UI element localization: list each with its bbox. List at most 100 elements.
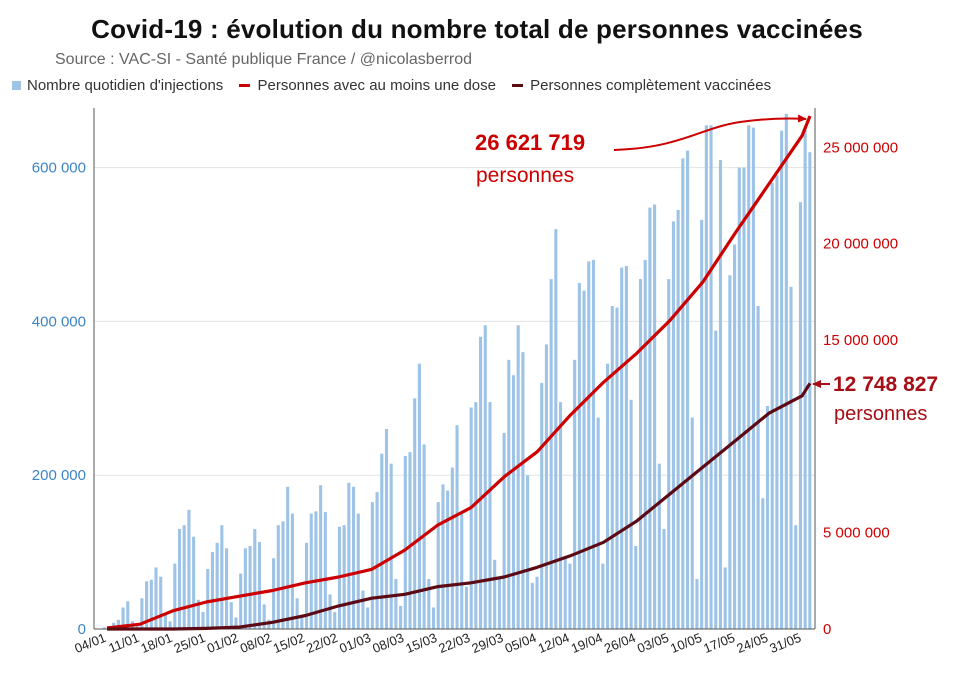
bar	[413, 398, 417, 629]
bar	[394, 579, 398, 629]
y-right-tick-label: 5 000 000	[823, 525, 890, 542]
bar	[328, 594, 332, 629]
x-tick-label: 25/01	[172, 630, 208, 656]
bar	[380, 453, 384, 629]
bar	[177, 529, 182, 629]
bar	[681, 158, 685, 629]
bar	[319, 485, 323, 629]
chart-title: Covid-19 : évolution du nombre total de …	[91, 14, 863, 44]
bar	[145, 581, 149, 629]
bar	[408, 452, 412, 629]
bar	[196, 599, 200, 629]
bar	[276, 525, 280, 629]
bar	[417, 363, 421, 629]
bar	[728, 275, 732, 629]
bar	[431, 607, 436, 629]
bar	[723, 567, 727, 629]
bar	[671, 221, 675, 629]
bar	[685, 150, 690, 629]
legend-swatch-fully-vaccinated	[512, 83, 524, 87]
y-right-tick-label: 0	[823, 621, 831, 638]
bar	[808, 152, 812, 629]
bar	[403, 455, 407, 630]
bar	[634, 545, 638, 629]
x-tick-label: 11/01	[106, 630, 141, 656]
x-tick-label: 15/02	[271, 630, 307, 656]
bar	[347, 482, 351, 629]
bar	[582, 290, 586, 629]
bar	[789, 286, 793, 629]
bar	[690, 417, 694, 629]
annotation-first-dose-value: 26 621 719	[475, 130, 585, 155]
legend-item-injections: Nombre quotidien d'injections	[12, 77, 223, 94]
bar	[521, 352, 525, 629]
x-tick-label: 22/03	[436, 630, 472, 656]
bar	[450, 467, 454, 629]
bar	[737, 167, 741, 629]
bar	[455, 425, 459, 629]
bar	[733, 244, 737, 629]
bar	[662, 529, 666, 629]
bar	[102, 627, 106, 629]
bar	[709, 125, 713, 630]
legend-label-injections: Nombre quotidien d'injections	[27, 77, 224, 94]
chart-subtitle: Source : VAC-SI - Santé publique France …	[55, 51, 473, 68]
bar	[295, 598, 299, 629]
bar	[780, 130, 784, 629]
bar	[526, 475, 530, 629]
bar	[770, 182, 774, 630]
bar	[234, 617, 238, 630]
bar	[606, 363, 610, 629]
bar	[239, 573, 243, 629]
x-tick-label: 08/02	[238, 630, 274, 656]
bar	[210, 552, 214, 629]
bar	[460, 513, 464, 629]
legend-label-fully-vaccinated: Personnes complètement vaccinées	[530, 77, 772, 94]
y-right-tick-label: 20 000 000	[823, 236, 898, 253]
bar	[201, 612, 205, 629]
bar	[718, 159, 723, 629]
bar	[493, 559, 497, 629]
bar	[300, 615, 304, 629]
bar	[794, 525, 798, 629]
bar	[479, 336, 483, 629]
bar	[601, 563, 605, 629]
bar	[765, 405, 770, 629]
x-tick-label: 10/05	[668, 630, 704, 656]
bar	[446, 490, 450, 629]
bar	[187, 509, 191, 630]
x-tick-label: 15/03	[403, 630, 439, 656]
bar	[568, 563, 572, 629]
bar	[168, 621, 172, 629]
bar	[309, 513, 313, 629]
x-tick-label: 18/01	[139, 630, 175, 656]
bar	[281, 521, 285, 629]
x-tick-label: 01/03	[337, 630, 373, 656]
annotation-full-value: 12 748 827	[833, 373, 938, 396]
bar	[192, 536, 196, 629]
annotation-full-text: personnes	[834, 403, 927, 425]
annotation-arrow-first-dose	[613, 114, 807, 151]
bar	[667, 279, 671, 629]
bar	[290, 513, 294, 629]
bar	[441, 484, 445, 629]
bar	[253, 529, 257, 629]
bar	[399, 605, 403, 629]
x-tick-label: 31/05	[767, 630, 803, 656]
bar	[220, 525, 224, 629]
bar	[549, 279, 553, 629]
bar	[206, 569, 210, 629]
bar	[775, 175, 779, 630]
bar	[610, 306, 614, 629]
bar	[784, 113, 788, 629]
bar	[225, 548, 229, 629]
bar	[742, 167, 746, 629]
bar	[483, 325, 487, 629]
x-tick-label: 01/02	[205, 630, 241, 656]
bar	[747, 125, 751, 630]
bar	[286, 486, 290, 630]
y-left-tick-label: 400 000	[32, 313, 86, 330]
bar	[272, 558, 276, 629]
annotation-first-dose-text: personnes	[476, 164, 574, 187]
